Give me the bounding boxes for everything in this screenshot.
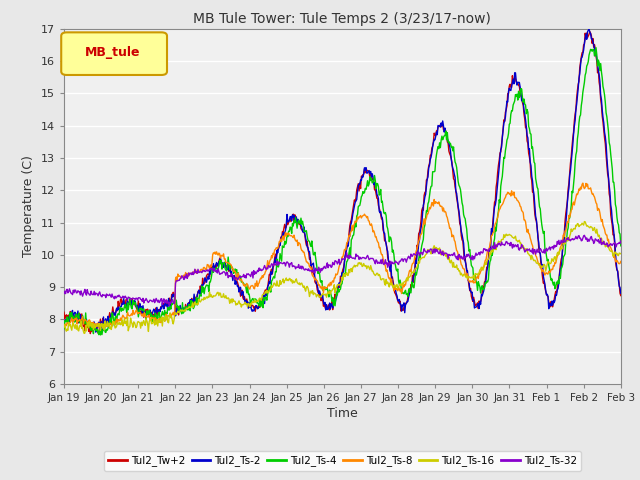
Tul2_Tw+2: [411, 265, 419, 271]
Tul2_Ts-8: [128, 312, 136, 318]
Line: Tul2_Ts-4: Tul2_Ts-4: [64, 48, 621, 335]
Tul2_Ts-2: [128, 298, 136, 303]
Tul2_Tw+2: [70, 313, 78, 319]
Tul2_Ts-4: [70, 315, 78, 321]
Tul2_Ts-2: [92, 329, 100, 335]
Tul2_Ts-16: [580, 219, 588, 225]
Tul2_Tw+2: [128, 296, 136, 301]
Y-axis label: Temperature (C): Temperature (C): [22, 156, 35, 257]
Tul2_Ts-4: [97, 332, 104, 338]
Tul2_Ts-2: [428, 154, 435, 160]
Tul2_Ts-8: [428, 204, 435, 209]
Tul2_Ts-8: [411, 254, 419, 260]
Line: Tul2_Ts-32: Tul2_Ts-32: [64, 235, 621, 306]
Tul2_Ts-2: [60, 321, 68, 327]
Tul2_Ts-32: [70, 290, 78, 296]
Tul2_Ts-2: [617, 290, 625, 296]
Tul2_Ts-4: [185, 301, 193, 307]
Line: Tul2_Tw+2: Tul2_Tw+2: [64, 32, 621, 334]
Tul2_Tw+2: [617, 293, 625, 299]
Line: Tul2_Ts-2: Tul2_Ts-2: [64, 29, 621, 332]
Tul2_Tw+2: [586, 29, 594, 35]
Tul2_Ts-4: [128, 306, 136, 312]
Tul2_Ts-16: [428, 251, 435, 257]
Tul2_Ts-8: [214, 252, 222, 258]
Tul2_Ts-16: [70, 324, 78, 329]
Tul2_Ts-16: [128, 321, 136, 327]
Tul2_Ts-16: [617, 251, 625, 257]
Tul2_Ts-2: [585, 26, 593, 32]
Tul2_Tw+2: [214, 262, 222, 267]
Tul2_Ts-16: [60, 324, 68, 330]
Tul2_Ts-4: [411, 277, 419, 283]
Tul2_Ts-2: [185, 301, 193, 307]
Tul2_Ts-32: [185, 270, 193, 276]
Tul2_Ts-8: [60, 323, 68, 329]
Tul2_Ts-32: [617, 238, 625, 244]
Line: Tul2_Ts-16: Tul2_Ts-16: [64, 222, 621, 334]
Title: MB Tule Tower: Tule Temps 2 (3/23/17-now): MB Tule Tower: Tule Temps 2 (3/23/17-now…: [193, 12, 492, 26]
Tul2_Ts-8: [185, 273, 193, 279]
Tul2_Ts-16: [80, 331, 88, 336]
Tul2_Ts-32: [580, 232, 588, 238]
Tul2_Ts-8: [617, 259, 625, 264]
Tul2_Ts-16: [185, 304, 193, 310]
Tul2_Tw+2: [60, 310, 68, 315]
Tul2_Ts-32: [214, 266, 222, 272]
Tul2_Ts-4: [214, 266, 222, 272]
Tul2_Ts-8: [579, 180, 587, 186]
Tul2_Ts-4: [617, 243, 625, 249]
Tul2_Tw+2: [185, 300, 193, 306]
Tul2_Ts-8: [97, 324, 104, 330]
Legend: Tul2_Tw+2, Tul2_Ts-2, Tul2_Ts-4, Tul2_Ts-8, Tul2_Ts-16, Tul2_Ts-32: Tul2_Tw+2, Tul2_Ts-2, Tul2_Ts-4, Tul2_Ts…: [104, 451, 581, 470]
Tul2_Tw+2: [428, 153, 435, 158]
FancyBboxPatch shape: [61, 32, 167, 75]
Tul2_Ts-32: [411, 252, 419, 257]
Tul2_Ts-32: [166, 303, 173, 309]
Tul2_Ts-16: [214, 289, 222, 295]
Tul2_Ts-16: [411, 267, 419, 273]
Tul2_Ts-32: [428, 246, 435, 252]
Text: MB_tule: MB_tule: [85, 47, 141, 60]
Tul2_Ts-32: [60, 290, 68, 296]
Tul2_Ts-2: [411, 271, 419, 276]
Tul2_Ts-2: [214, 264, 222, 269]
Tul2_Ts-4: [428, 183, 435, 189]
Tul2_Ts-2: [70, 311, 78, 316]
Line: Tul2_Ts-8: Tul2_Ts-8: [64, 183, 621, 327]
Tul2_Ts-4: [592, 45, 600, 50]
Tul2_Ts-32: [127, 297, 135, 302]
Tul2_Tw+2: [86, 331, 94, 336]
Tul2_Ts-4: [60, 326, 68, 332]
Tul2_Ts-8: [70, 318, 78, 324]
X-axis label: Time: Time: [327, 407, 358, 420]
